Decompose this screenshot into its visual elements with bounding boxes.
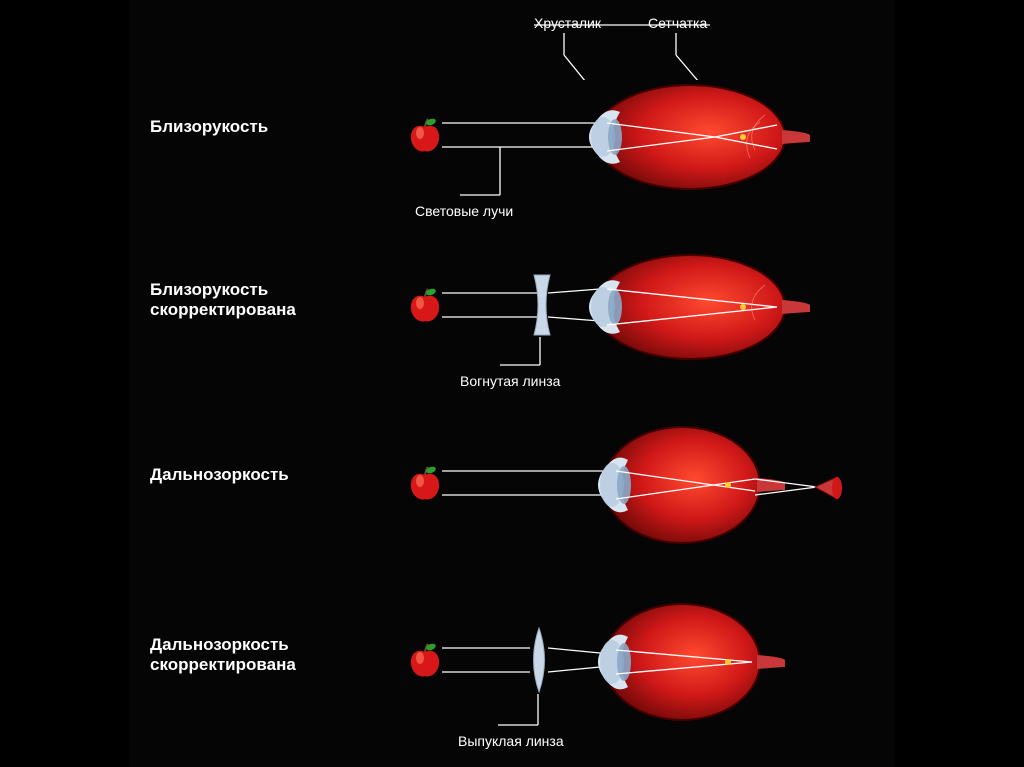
callout-concave-line: [130, 225, 894, 395]
row-myopia-corrected: Близорукость скорректирована: [130, 225, 894, 385]
callout-light-rays-line: [130, 55, 894, 225]
focus-cone-icon: [813, 475, 843, 501]
row-myopia: Близорукость: [130, 55, 894, 215]
diagram-stage: Хрусталик Сетчатка Близорукость: [130, 0, 894, 767]
callout-light-rays: Световые лучи: [415, 203, 513, 219]
row-hyperopia: Дальнозоркость: [130, 395, 894, 555]
apple-icon: [405, 463, 445, 503]
title-hyperopia: Дальнозоркость: [150, 465, 289, 485]
rays-hyperopia: [442, 463, 612, 503]
callout-concave-lens: Вогнутая линза: [460, 373, 560, 389]
row-hyperopia-corrected: Дальнозоркость скорректирована: [130, 580, 894, 740]
callout-convex-lens: Выпуклая линза: [458, 733, 564, 749]
